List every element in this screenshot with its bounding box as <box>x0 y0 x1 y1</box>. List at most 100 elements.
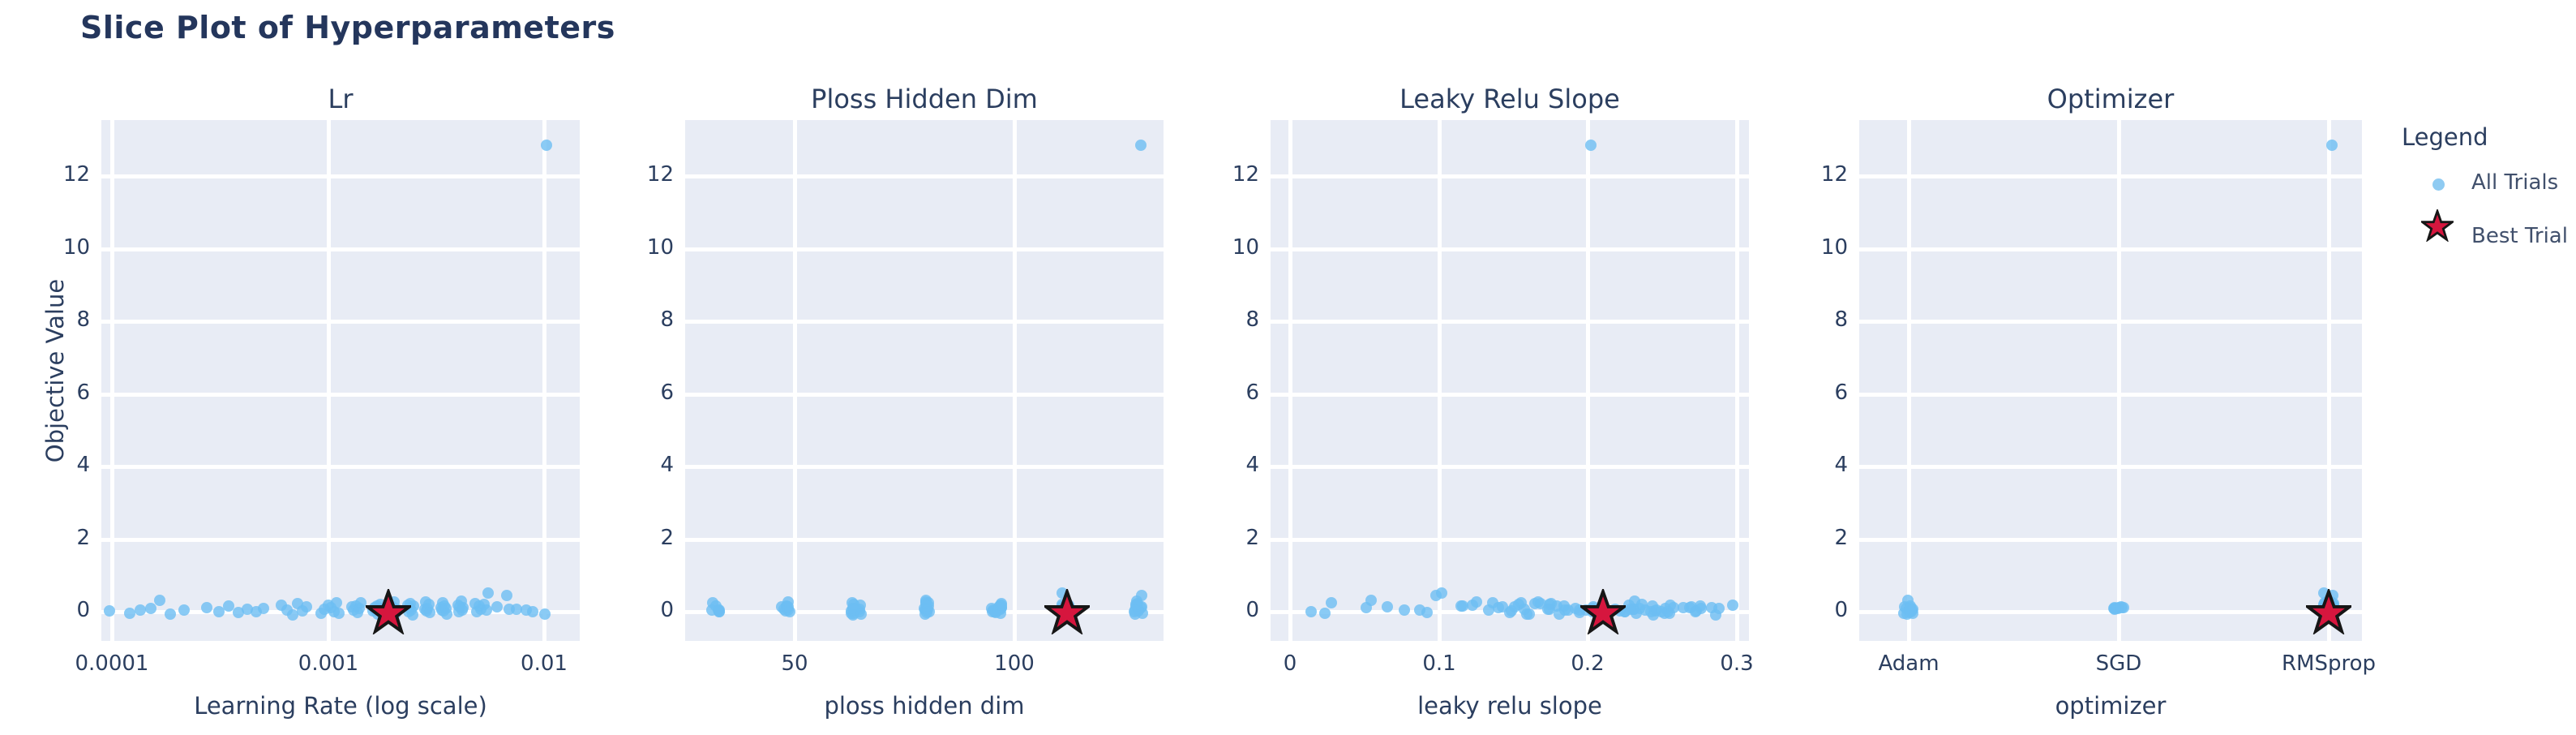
trial-dot <box>103 605 115 617</box>
trial-dot <box>1135 590 1147 602</box>
gridline <box>101 247 580 251</box>
x-tick-label: SGD <box>2095 651 2142 676</box>
y-tick-label: 10 <box>62 235 90 260</box>
x-tick-label: RMSprop <box>2281 651 2377 676</box>
x-tick-label: 50 <box>781 651 808 676</box>
y-tick-label: 4 <box>1834 453 1848 477</box>
legend-item-best-trial: Best Trial <box>2402 208 2572 260</box>
trial-dot <box>223 600 235 612</box>
gridline <box>1271 174 1749 178</box>
trial-dot <box>457 602 469 614</box>
gridline <box>101 393 580 397</box>
best-trial-star <box>1577 587 1629 638</box>
trial-dot <box>1558 604 1571 617</box>
gridline <box>327 120 331 641</box>
trial-dot <box>1414 604 1426 616</box>
gridline <box>101 465 580 469</box>
trial-dot <box>201 601 213 613</box>
trial-dot <box>2326 140 2338 152</box>
gridline <box>2327 120 2331 641</box>
trial-dot <box>713 606 725 618</box>
gridline <box>1271 538 1749 542</box>
trial-dot <box>301 600 313 612</box>
gridline <box>1271 465 1749 469</box>
trial-dot <box>2115 600 2127 612</box>
x-tick-label: 100 <box>994 651 1035 676</box>
best-trial-star <box>1041 587 1093 638</box>
legend-item-label: Best Trial <box>2471 224 2568 248</box>
y-tick-label: 4 <box>1245 453 1259 477</box>
trial-dot <box>242 604 254 616</box>
trial-dot <box>782 600 795 612</box>
y-tick-label: 0 <box>1245 598 1259 622</box>
gridline <box>1859 465 2362 469</box>
trial-dot <box>407 600 419 612</box>
gridline <box>685 247 1164 251</box>
y-tick-label: 8 <box>76 307 90 332</box>
trial-dot <box>154 595 166 607</box>
gridline <box>1907 120 1911 641</box>
trial-dot <box>1457 600 1469 612</box>
gridline <box>1271 247 1749 251</box>
y-tick-label: 12 <box>1820 162 1848 187</box>
y-tick-label: 8 <box>660 307 674 332</box>
trial-dot <box>258 603 270 615</box>
trial-dot <box>1656 606 1668 618</box>
x-axis-label: leaky relu slope <box>1417 692 1602 720</box>
y-tick-label: 2 <box>1834 526 1848 550</box>
trial-dot <box>134 604 146 616</box>
y-tick-label: 12 <box>1232 162 1259 187</box>
legend-title: Legend <box>2402 123 2488 151</box>
trial-dot <box>164 608 176 620</box>
trial-dot <box>1903 603 1915 615</box>
trial-dot <box>510 603 522 615</box>
trial-dot <box>1585 140 1597 152</box>
trial-dot <box>1543 599 1555 611</box>
x-tick-label: 0.001 <box>298 651 359 676</box>
gridline <box>1271 393 1749 397</box>
y-tick-label: 0 <box>1834 598 1848 622</box>
trial-dot <box>1496 601 1508 613</box>
gridline <box>101 538 580 542</box>
y-tick-label: 12 <box>62 162 90 187</box>
gridline <box>1859 320 2362 324</box>
trial-dot <box>1381 600 1393 612</box>
gridline <box>101 320 580 324</box>
trial-dot <box>406 609 418 621</box>
trial-dot <box>1134 140 1147 152</box>
trial-dot <box>1471 595 1483 608</box>
x-axis-label: Learning Rate (log scale) <box>194 692 487 720</box>
gridline <box>542 120 546 641</box>
trial-dot <box>1683 601 1695 613</box>
trial-dot <box>1667 602 1679 614</box>
trial-dot <box>440 608 452 620</box>
legend-item-label: All Trials <box>2471 170 2559 195</box>
trial-dot <box>233 607 245 619</box>
trial-dot <box>1398 604 1410 616</box>
y-axis-label: Objective Value <box>41 278 69 463</box>
subplot-title: Ploss Hidden Dim <box>811 84 1038 114</box>
gridline <box>110 120 114 641</box>
x-tick-label: Adam <box>1878 651 1940 676</box>
plot-area <box>1271 120 1749 641</box>
trial-dot <box>145 602 157 614</box>
y-tick-label: 4 <box>76 453 90 477</box>
best-trial-star-icon <box>2419 208 2456 245</box>
trial-dot <box>1326 596 1338 608</box>
plot-area <box>101 120 580 641</box>
trial-dot <box>123 607 135 619</box>
x-tick-label: 0.2 <box>1571 651 1605 676</box>
gridline <box>685 393 1164 397</box>
gridline <box>685 174 1164 178</box>
trial-dot <box>1361 601 1373 613</box>
trial-dot <box>212 606 225 618</box>
best-trial-star <box>362 587 414 638</box>
gridline <box>685 320 1164 324</box>
trial-dot <box>287 608 299 621</box>
y-tick-label: 10 <box>1820 235 1848 260</box>
trial-dot <box>1129 604 1141 617</box>
gridline <box>685 465 1164 469</box>
y-tick-label: 4 <box>660 453 674 477</box>
gridline <box>1271 320 1749 324</box>
trial-dot <box>491 600 504 612</box>
